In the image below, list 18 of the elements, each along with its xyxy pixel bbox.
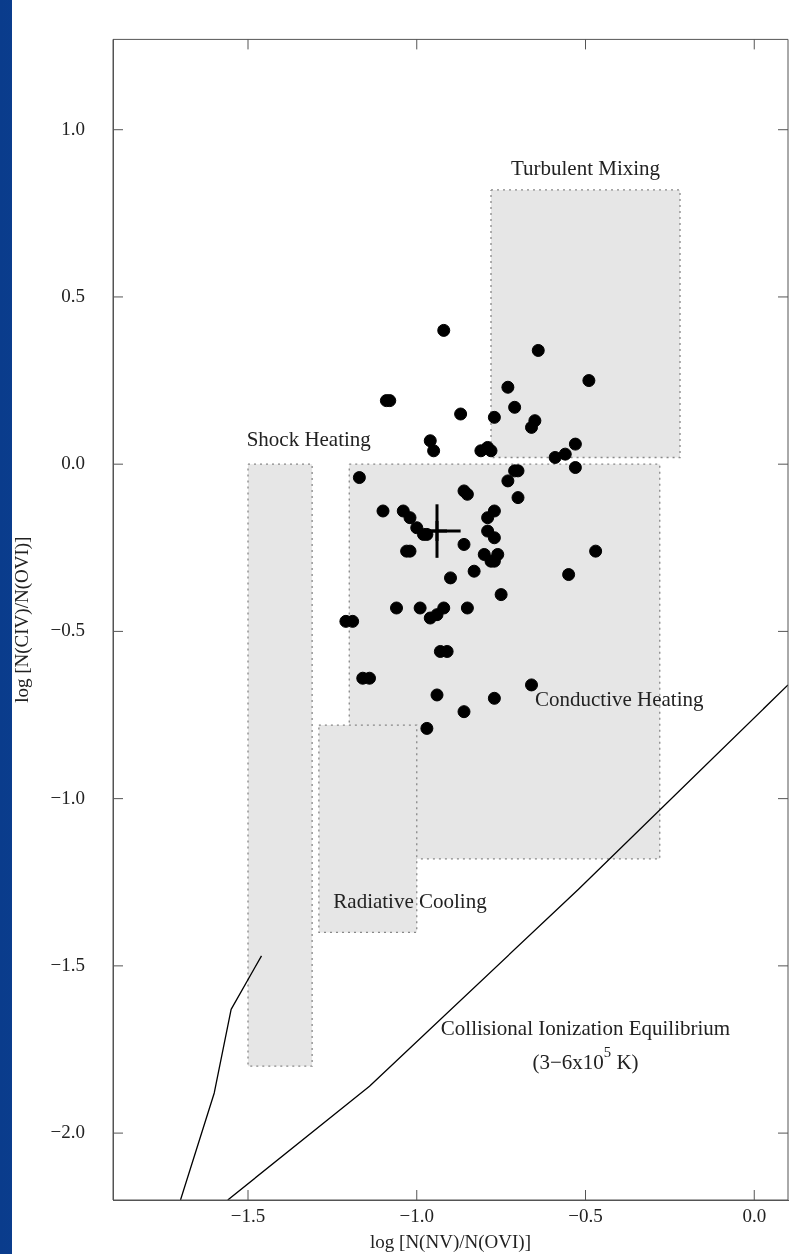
y-tick-label: −0.5	[50, 619, 85, 641]
x-tick-label: 0.0	[742, 1205, 767, 1227]
y-tick-label: 0.5	[61, 284, 85, 306]
annotation: Radiative Cooling	[333, 889, 488, 914]
annotation: Collisional Ionization Equilibrium	[440, 1015, 731, 1040]
annotation: Conductive Heating	[534, 687, 705, 712]
y-tick-label: −1.5	[50, 953, 85, 975]
y-axis-title: log [N(CIV)/N(OVI)]	[11, 536, 34, 703]
y-tick-label: 0.0	[61, 452, 85, 474]
y-tick-label: 1.0	[61, 117, 85, 139]
x-tick-label: −0.5	[568, 1205, 603, 1227]
y-tick-label: −1.0	[50, 786, 85, 808]
x-tick-label: −1.5	[230, 1205, 266, 1227]
x-tick-label: −1.0	[399, 1205, 434, 1227]
x-axis-title: log [N(NV)/N(OVI)]	[370, 1230, 531, 1253]
y-tick-label: −2.0	[50, 1121, 85, 1143]
annotation: Shock Heating	[246, 427, 372, 452]
annotation: Turbulent Mixing	[510, 155, 661, 180]
